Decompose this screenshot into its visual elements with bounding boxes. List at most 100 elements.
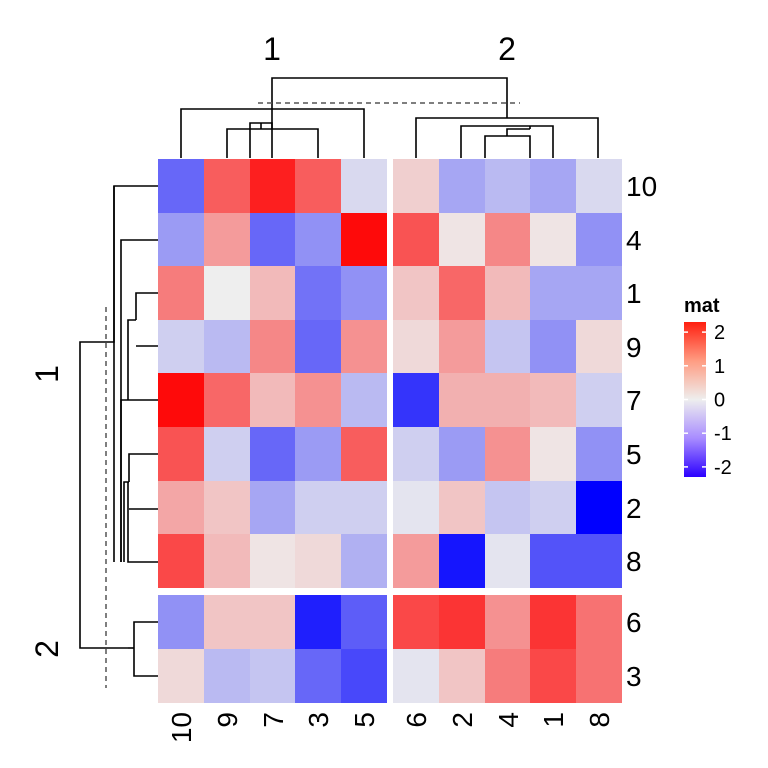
legend-tick-label: 0 [714,390,725,412]
column-slice-title-1: 1 [263,31,281,67]
column-label: 6 [401,712,432,728]
heatmap-cell-r6-c5 [341,595,387,649]
column-label: 5 [349,712,380,728]
heatmap-cell-r1-c5 [341,266,387,320]
heatmap-cell-r7-c9 [204,373,250,427]
heatmap-cell-r8-c1 [530,534,576,588]
heatmap-cell-r9-c4 [485,320,531,374]
heatmap-cell-r1-c8 [576,266,622,320]
row-label: 5 [626,439,642,470]
heatmap-cell-r6-c1 [530,595,576,649]
heatmap-cell-r1-c10 [158,266,204,320]
heatmap-cell-r2-c8 [576,481,622,535]
heatmap-cell-r8-c7 [250,534,296,588]
heatmap-cell-r2-c4 [485,481,531,535]
heatmap-cell-r5-c2 [439,427,485,481]
heatmap-cell-r6-c4 [485,595,531,649]
heatmap-cell-r1-c4 [485,266,531,320]
heatmap-cell-r5-c7 [250,427,296,481]
heatmap-cell-r9-c2 [439,320,485,374]
heatmap-cell-r5-c9 [204,427,250,481]
heatmap-cell-r7-c4 [485,373,531,427]
heatmap-cell-r2-c5 [341,481,387,535]
heatmap-cell-r2-c2 [439,481,485,535]
heatmap-cell-r5-c10 [158,427,204,481]
heatmap-cell-r3-c3 [295,649,341,703]
row-label: 9 [626,332,642,363]
row-label: 2 [626,493,642,524]
heatmap-cell-r2-c6 [393,481,439,535]
color-legend: mat 2 1 0 -1 -2 [684,295,732,479]
row-labels: 10 4 1 9 7 5 2 8 6 3 [626,171,657,692]
heatmap-cell-r9-c3 [295,320,341,374]
heatmap-cell-r1-c9 [204,266,250,320]
heatmap-cell-r3-c9 [204,649,250,703]
row-label: 8 [626,546,642,577]
heatmap-cell-r1-c7 [250,266,296,320]
row-slice-title-1: 1 [29,365,65,383]
column-dendrogram [180,77,599,158]
heatmap-cell-r8-c6 [393,534,439,588]
heatmap-cell-r10-c8 [576,159,622,213]
heatmap-cell-r4-c8 [576,213,622,267]
heatmap-cell-r3-c5 [341,649,387,703]
heatmap-cell-r6-c6 [393,595,439,649]
heatmap-cell-r10-c2 [439,159,485,213]
legend-tick-label: 2 [714,322,725,344]
heatmap-cell-r9-c9 [204,320,250,374]
heatmap-cell-r7-c10 [158,373,204,427]
heatmap-cell-r1-c3 [295,266,341,320]
heatmap-cell-r7-c3 [295,373,341,427]
heatmap-cell-r3-c8 [576,649,622,703]
heatmap-cell-r9-c6 [393,320,439,374]
heatmap-cell-r7-c7 [250,373,296,427]
heatmap-cell-r5-c6 [393,427,439,481]
column-label: 3 [303,712,334,728]
heatmap-cell-r6-c2 [439,595,485,649]
column-label: 10 [166,712,197,743]
heatmap-cell-r7-c2 [439,373,485,427]
heatmap-cell-r7-c8 [576,373,622,427]
heatmap-cell-r6-c8 [576,595,622,649]
heatmap-cell-r8-c4 [485,534,531,588]
heatmap-cell-r5-c1 [530,427,576,481]
legend-tick-label: 1 [714,356,725,378]
column-label: 8 [584,712,615,728]
heatmap-cell-r7-c6 [393,373,439,427]
heatmap-cell-r7-c5 [341,373,387,427]
legend-colorbar [684,322,706,477]
heatmap-cell-r8-c5 [341,534,387,588]
column-label: 2 [447,712,478,728]
heatmap-cell-r9-c5 [341,320,387,374]
heatmap-cell-r8-c3 [295,534,341,588]
column-label: 9 [212,712,243,728]
legend-tick-label: -2 [714,457,732,479]
heatmap-cell-r10-c5 [341,159,387,213]
heatmap-cell-r10-c7 [250,159,296,213]
heatmap-cell-r6-c7 [250,595,296,649]
heatmap-cell-r10-c9 [204,159,250,213]
heatmap-cell-r2-c3 [295,481,341,535]
heatmap-cell-r1-c2 [439,266,485,320]
column-label: 1 [538,712,569,728]
column-label: 7 [258,712,289,728]
heatmap-cell-r3-c1 [530,649,576,703]
heatmap-cell-r1-c1 [530,266,576,320]
heatmap-cell-r6-c10 [158,595,204,649]
heatmap-cell-r4-c4 [485,213,531,267]
heatmap-cells [158,159,622,703]
heatmap-cell-r9-c10 [158,320,204,374]
heatmap-cell-r2-c10 [158,481,204,535]
heatmap-cell-r8-c8 [576,534,622,588]
heatmap-cell-r6-c3 [295,595,341,649]
heatmap-cell-r5-c5 [341,427,387,481]
row-label: 4 [626,225,642,256]
row-label: 7 [626,385,642,416]
heatmap-cell-r4-c3 [295,213,341,267]
heatmap-cell-r4-c9 [204,213,250,267]
heatmap-cell-r2-c1 [530,481,576,535]
column-label: 4 [493,712,524,728]
row-slice-title-2: 2 [29,640,65,658]
row-label: 6 [626,607,642,638]
row-label: 10 [626,171,657,202]
